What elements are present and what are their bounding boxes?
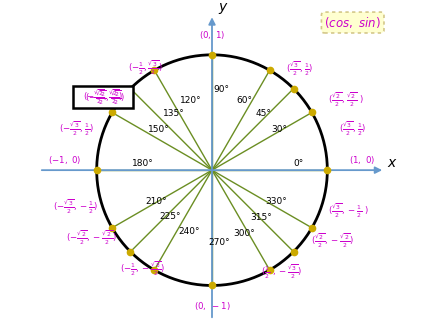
Text: $(\frac{\sqrt{3}}{2},-\frac{1}{2}\ )$: $(\frac{\sqrt{3}}{2},-\frac{1}{2}\ )$ — [328, 201, 368, 220]
Text: $(\frac{1}{2}\ ,-\frac{\sqrt{3}}{2})$: $(\frac{1}{2}\ ,-\frac{\sqrt{3}}{2})$ — [261, 262, 301, 281]
Text: $(0,\ -1)$: $(0,\ -1)$ — [194, 300, 230, 312]
Text: 300°: 300° — [234, 229, 255, 238]
Text: $(\frac{\sqrt{2}}{2},-\frac{\sqrt{2}}{2})$: $(\frac{\sqrt{2}}{2},-\frac{\sqrt{2}}{2}… — [311, 231, 355, 249]
Text: $(-\frac{1}{2},\frac{\sqrt{3}}{2})$: $(-\frac{1}{2},\frac{\sqrt{3}}{2})$ — [128, 58, 162, 77]
Text: 270°: 270° — [208, 238, 230, 247]
Text: $x$: $x$ — [387, 156, 397, 170]
Text: $(-\frac{\sqrt{2}}{2},\frac{\sqrt{2}}{2})$: $(-\frac{\sqrt{2}}{2},\frac{\sqrt{2}}{2}… — [85, 88, 125, 107]
Text: 120°: 120° — [181, 96, 202, 106]
Text: 150°: 150° — [148, 125, 170, 134]
Text: $(0,\ 1)$: $(0,\ 1)$ — [199, 29, 225, 41]
Text: $(-\frac{\sqrt{2}}{2},-\frac{\sqrt{2}}{2})$: $(-\frac{\sqrt{2}}{2},-\frac{\sqrt{2}}{2… — [66, 229, 116, 247]
Text: 60°: 60° — [236, 96, 252, 106]
Text: 330°: 330° — [266, 197, 287, 206]
Text: $(\frac{\sqrt{3}}{2},\frac{1}{2})$: $(\frac{\sqrt{3}}{2},\frac{1}{2})$ — [339, 119, 366, 138]
Text: $(\frac{\sqrt{2}}{2},\frac{\sqrt{2}}{2}\ )$: $(\frac{\sqrt{2}}{2},\frac{\sqrt{2}}{2}\… — [328, 91, 364, 109]
Text: 135°: 135° — [163, 109, 185, 118]
Text: $(cos,\ sin)$: $(cos,\ sin)$ — [324, 15, 381, 30]
Text: $(\frac{\sqrt{3}}{2},\frac{1}{2})$: $(\frac{\sqrt{3}}{2},\frac{1}{2})$ — [286, 59, 313, 78]
Text: 210°: 210° — [146, 197, 167, 206]
Text: 45°: 45° — [256, 109, 272, 118]
Text: 225°: 225° — [160, 212, 181, 221]
Text: 90°: 90° — [213, 85, 229, 94]
Text: $(-\frac{1}{2},-\frac{\sqrt{3}}{2})$: $(-\frac{1}{2},-\frac{\sqrt{3}}{2})$ — [120, 260, 165, 279]
Text: $(-\frac{\sqrt{3}}{2},-\frac{1}{2})$: $(-\frac{\sqrt{3}}{2},-\frac{1}{2})$ — [53, 198, 99, 216]
Text: 180°: 180° — [132, 159, 153, 168]
FancyBboxPatch shape — [73, 86, 133, 109]
Text: $(1,\ 0)$: $(1,\ 0)$ — [349, 154, 375, 166]
Text: 240°: 240° — [178, 227, 200, 236]
Text: 30°: 30° — [271, 125, 287, 134]
Text: $y$: $y$ — [218, 1, 229, 16]
Text: 315°: 315° — [251, 213, 273, 222]
Text: 0°: 0° — [293, 159, 304, 168]
Text: $(-1,\ 0)$: $(-1,\ 0)$ — [48, 154, 81, 166]
Text: $(-\frac{\sqrt{3}}{2},\frac{1}{2})$: $(-\frac{\sqrt{3}}{2},\frac{1}{2})$ — [59, 119, 93, 138]
Text: $(-\frac{\sqrt{2}}{2},\frac{\sqrt{2}}{2})$: $(-\frac{\sqrt{2}}{2},\frac{\sqrt{2}}{2}… — [83, 88, 123, 106]
